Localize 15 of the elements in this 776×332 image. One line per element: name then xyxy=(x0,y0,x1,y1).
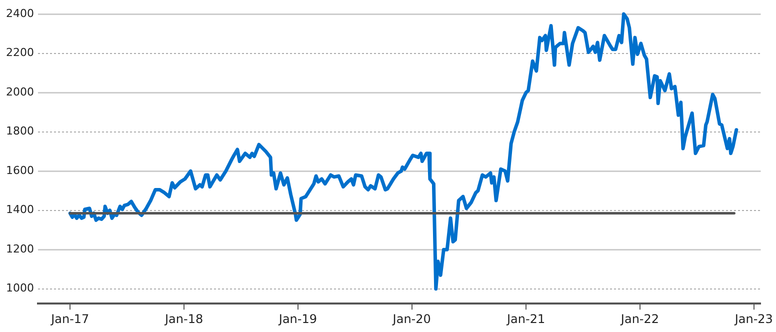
x-tick-label: Jan-20 xyxy=(392,312,431,326)
y-tick-label: 1400 xyxy=(6,203,34,216)
x-tick-label: Jan-23 xyxy=(734,312,773,326)
y-tick-label: 1200 xyxy=(6,242,34,256)
y-tick-label: 2400 xyxy=(6,6,34,20)
x-tick-label: Jan-19 xyxy=(278,312,317,326)
y-tick-label: 1600 xyxy=(6,164,34,177)
y-tick-label: 2000 xyxy=(6,85,34,98)
y-tick-label: 1800 xyxy=(6,124,34,138)
x-tick-label: Jan-18 xyxy=(164,312,204,326)
x-tick-label: Jan-17 xyxy=(50,312,90,326)
x-tick-label: Jan-21 xyxy=(506,312,546,326)
y-tick-label: 1000 xyxy=(6,282,34,295)
y-tick-label: 2200 xyxy=(6,46,34,60)
x-tick-label: Jan-22 xyxy=(620,312,660,326)
